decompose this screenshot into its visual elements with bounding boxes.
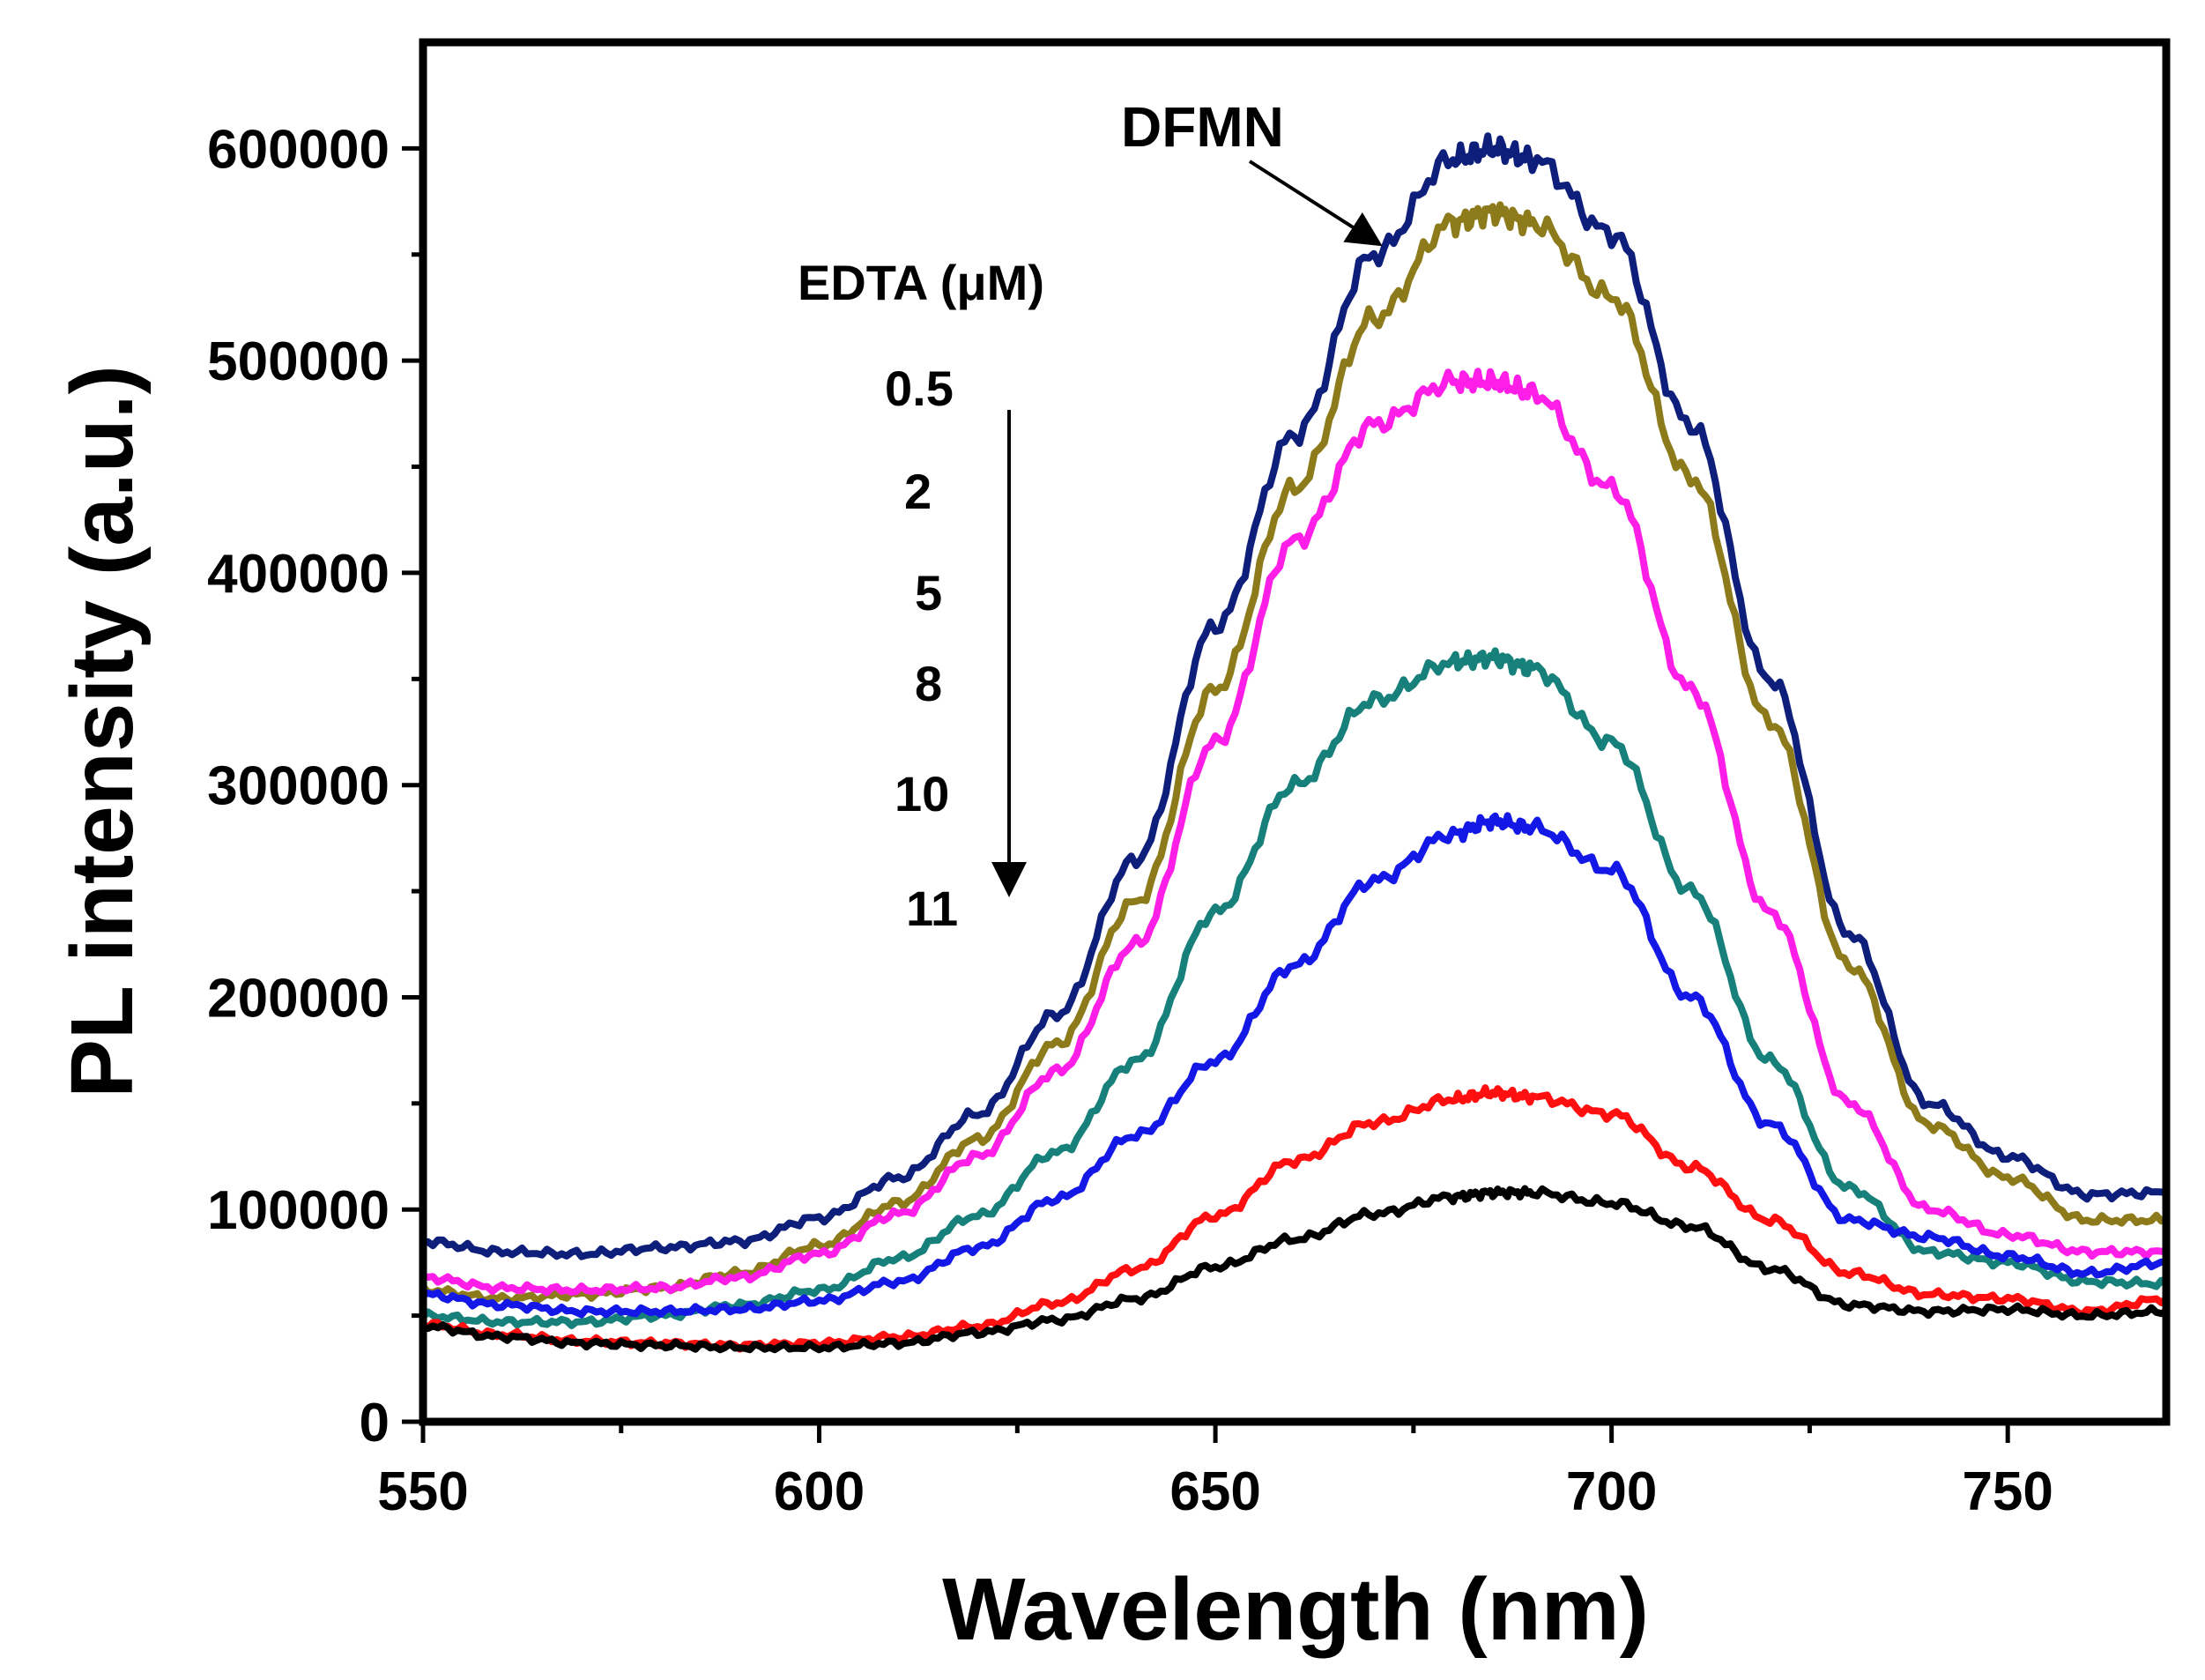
x-tick-label: 700: [1566, 1461, 1657, 1522]
conc-label-11: 11: [906, 881, 958, 936]
dfmn-label: DFMN: [1121, 95, 1284, 159]
conc-label-10: 10: [895, 766, 949, 821]
conc-label-2: 2: [904, 464, 932, 519]
y-tick-label: 500000: [207, 331, 390, 392]
conc-label-5: 5: [915, 565, 942, 621]
y-tick-label: 600000: [207, 119, 390, 180]
series-line-0-5: [419, 201, 2167, 1306]
y-tick-label: 400000: [207, 544, 390, 605]
edta-legend-title: EDTA (μM): [798, 255, 1044, 310]
x-tick-label: 550: [377, 1461, 468, 1522]
series-line-dfmn: [422, 132, 2167, 1260]
series-line-5: [420, 647, 2169, 1329]
conc-label-8: 8: [915, 656, 942, 711]
x-tick-label: 650: [1169, 1461, 1260, 1522]
ticks-layer: 550 600 650 700 750 0 100000 200000 300000 400000…: [207, 119, 2053, 1522]
y-tick-label: 300000: [207, 756, 390, 817]
series-layer: [419, 132, 2169, 1354]
dfmn-arrow: [1248, 160, 1383, 247]
x-tick-label: 600: [774, 1461, 865, 1522]
series-line-11: [422, 1185, 2168, 1354]
y-tick-label: 100000: [207, 1180, 390, 1241]
y-tick-label: 0: [360, 1393, 390, 1453]
x-axis-title: Wavelength (nm): [942, 1560, 1649, 1659]
y-tick-label: 200000: [207, 968, 390, 1029]
y-axis-title: PL intensity (a.u.): [53, 365, 152, 1098]
conc-label-0-5: 0.5: [885, 361, 954, 416]
series-line-2: [422, 368, 2167, 1297]
series-line-8: [421, 812, 2167, 1319]
plot-frame: [419, 38, 2171, 1426]
x-tick-label: 750: [1962, 1461, 2053, 1522]
